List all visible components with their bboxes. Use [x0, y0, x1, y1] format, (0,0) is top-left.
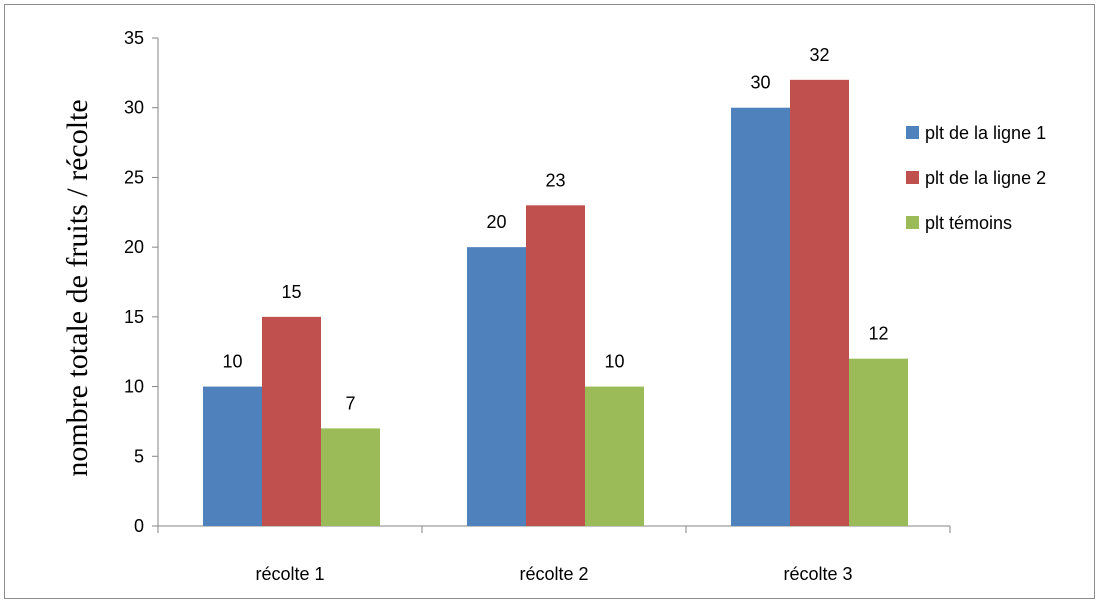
legend-label: plt témoins	[925, 213, 1012, 233]
y-tick-label: 30	[124, 98, 144, 118]
bar-3	[321, 428, 380, 526]
bar-3	[849, 358, 908, 526]
legend-label: plt de la ligne 2	[925, 168, 1046, 188]
data-label: 10	[222, 352, 242, 372]
data-label: 12	[868, 324, 888, 344]
y-tick-label: 25	[124, 167, 144, 187]
y-tick-label: 10	[124, 377, 144, 397]
legend-swatch	[906, 126, 919, 139]
data-label: 15	[281, 282, 301, 302]
bar-3	[585, 386, 644, 526]
x-category-label: récolte 1	[255, 564, 324, 584]
bar-2	[790, 79, 849, 526]
y-tick-label: 20	[124, 237, 144, 257]
y-tick-label: 35	[124, 28, 144, 48]
data-label: 32	[809, 45, 829, 65]
bars	[203, 79, 908, 527]
data-label: 10	[604, 352, 624, 372]
x-category-label: récolte 3	[783, 564, 852, 584]
y-axis-title: nombre totale de fruits / récolte	[61, 99, 94, 476]
data-labels: 10 20 30 15 23 32 7 10 12	[222, 45, 888, 414]
legend-label: plt de la ligne 1	[925, 123, 1046, 143]
data-label: 7	[345, 393, 355, 413]
bar-2	[262, 316, 321, 526]
y-tick-label: 15	[124, 307, 144, 327]
x-category-label: récolte 2	[519, 564, 588, 584]
data-label: 30	[750, 73, 770, 93]
y-tick-label: 5	[134, 446, 144, 466]
legend-swatch	[906, 171, 919, 184]
data-label: 23	[545, 170, 565, 190]
bar-1	[731, 107, 790, 526]
legend: plt de la ligne 1 plt de la ligne 2 plt té…	[906, 123, 1046, 233]
data-label: 20	[486, 212, 506, 232]
bar-1	[467, 247, 526, 526]
legend-swatch	[906, 216, 919, 229]
bar-2	[526, 205, 585, 527]
y-tick-label: 0	[134, 516, 144, 536]
bar-1	[203, 386, 262, 526]
